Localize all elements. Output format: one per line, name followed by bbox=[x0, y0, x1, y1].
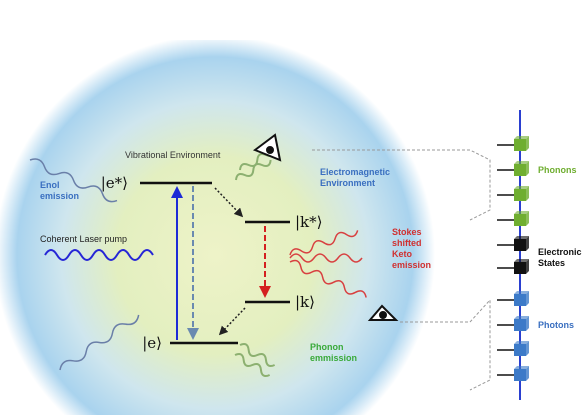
state: |e*⟩ bbox=[101, 174, 128, 192]
label-line: Environment bbox=[320, 178, 375, 188]
label-line: Keto bbox=[392, 249, 413, 259]
label-line: emmission bbox=[310, 353, 357, 363]
label-line: Phonon bbox=[310, 342, 344, 352]
diagram: Vibrational Environment Enolemission Coh… bbox=[0, 0, 585, 415]
background-glow bbox=[0, 40, 440, 415]
label-line: Stokes bbox=[392, 227, 422, 237]
legend-label: Phonons bbox=[538, 165, 577, 175]
state: |e⟩ bbox=[142, 334, 162, 352]
label-line: Electronic bbox=[538, 247, 582, 257]
state: |k⟩ bbox=[295, 293, 315, 311]
legend-label: Photons bbox=[538, 320, 574, 330]
state: |k*⟩ bbox=[295, 213, 323, 231]
label: Coherent Laser pump bbox=[40, 234, 127, 244]
label-line: shifted bbox=[392, 238, 422, 248]
state-ladder bbox=[497, 110, 529, 400]
label-line: States bbox=[538, 258, 565, 268]
label-line: emission bbox=[392, 260, 431, 270]
label-line: Electromagnetic bbox=[320, 167, 390, 177]
label-line: emission bbox=[40, 191, 79, 201]
label-line: Enol bbox=[40, 180, 60, 190]
label: Vibrational Environment bbox=[125, 150, 221, 160]
